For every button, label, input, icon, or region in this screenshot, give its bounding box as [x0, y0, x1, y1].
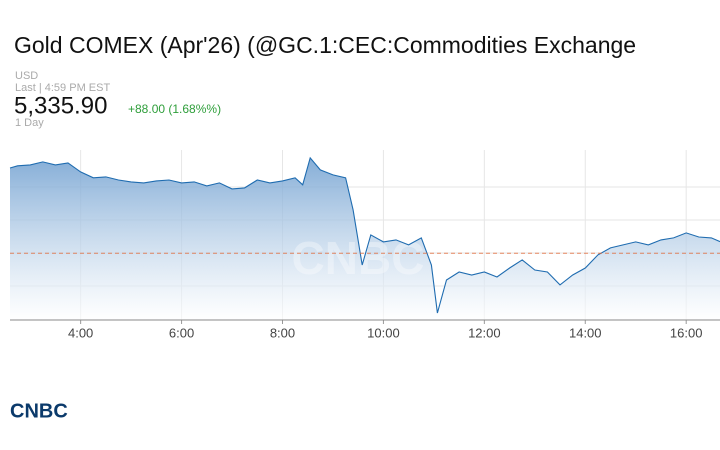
currency: USD: [15, 70, 38, 82]
x-tick-label: 6:00: [169, 325, 194, 340]
price-line: [9, 156, 720, 314]
last-time: Last | 4:59 PM EST: [15, 82, 110, 94]
x-tick-label: 8:00: [270, 325, 295, 340]
x-tick-label: 12:00: [468, 325, 501, 340]
period: 1 Day: [15, 117, 44, 129]
x-tick-label: 14:00: [569, 325, 602, 340]
area: [10, 157, 720, 320]
logo: CNBC: [10, 400, 68, 422]
x-tick-label: 16:00: [670, 325, 703, 340]
price: 5,335.90: [14, 92, 107, 119]
change: +88.00 (1.68%%): [128, 102, 221, 116]
chart-title: Gold COMEX (Apr'26) (@GC.1:CEC:Commoditi…: [14, 32, 636, 58]
x-tick-label: 10:00: [367, 325, 400, 340]
x-tick-label: 4:00: [68, 325, 93, 340]
